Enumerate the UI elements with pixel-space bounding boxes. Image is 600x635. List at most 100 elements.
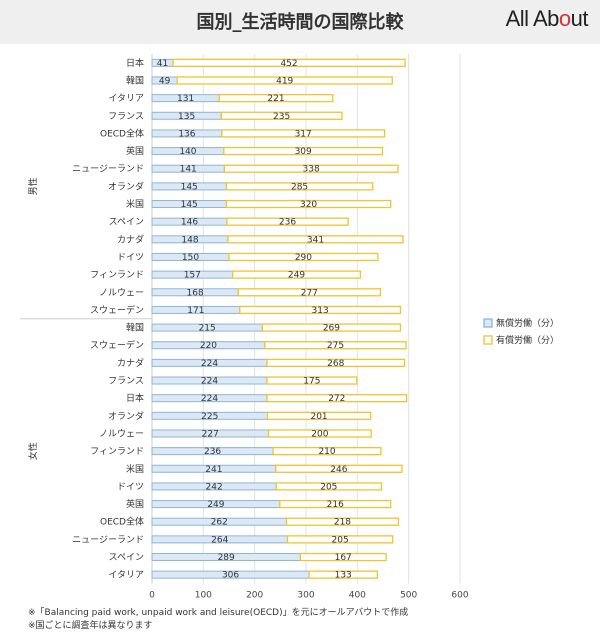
category-label: フィンランド — [90, 270, 144, 281]
category-label: スウェーデン — [90, 339, 144, 351]
value-label-unpaid: 135 — [178, 112, 195, 122]
value-label-unpaid: 306 — [222, 571, 239, 581]
category-label: 英国 — [126, 498, 144, 510]
value-label-unpaid: 168 — [187, 288, 204, 298]
value-label-paid: 205 — [320, 482, 337, 492]
category-label: フィンランド — [90, 446, 144, 457]
x-tick-label: 400 — [349, 591, 366, 601]
value-label-unpaid: 227 — [202, 429, 219, 439]
bar-paid — [279, 499, 392, 509]
value-label-paid: 320 — [300, 200, 317, 210]
bar-paid — [264, 341, 407, 350]
bar-paid — [275, 482, 383, 491]
value-label-unpaid: 150 — [182, 253, 199, 263]
value-label-paid: 313 — [312, 306, 329, 316]
value-label-paid: 275 — [327, 341, 344, 351]
value-label-unpaid: 145 — [181, 200, 198, 210]
value-label-unpaid: 171 — [187, 306, 204, 316]
value-label-paid: 309 — [295, 147, 312, 157]
value-label-unpaid: 141 — [180, 165, 197, 175]
group-label: 女性 — [27, 442, 39, 460]
category-label: イタリア — [108, 570, 144, 581]
bar-paid — [237, 288, 382, 297]
category-label: ノルウェー — [99, 287, 144, 298]
category-label: フランス — [108, 376, 144, 387]
value-label-unpaid: 145 — [181, 182, 198, 192]
bar-paid — [218, 93, 334, 103]
category-label: 日本 — [126, 392, 144, 404]
bar-paid — [261, 323, 402, 332]
value-label-paid: 221 — [267, 94, 284, 104]
bar-paid — [221, 129, 386, 138]
category-label: ドイツ — [117, 253, 144, 263]
bar-paid — [223, 164, 399, 173]
category-label: 韓国 — [126, 323, 144, 334]
value-label-unpaid: 146 — [181, 218, 198, 228]
value-label-paid: 201 — [310, 412, 327, 422]
value-label-paid: 216 — [327, 500, 344, 510]
category-label: 米国 — [126, 463, 144, 475]
legend-label: 無償労働（分） — [496, 317, 559, 329]
bar-paid — [266, 411, 372, 420]
value-label-unpaid: 264 — [211, 535, 228, 545]
bar-paid — [220, 111, 343, 120]
bar-paid — [272, 446, 382, 456]
value-label-unpaid: 140 — [179, 147, 196, 157]
value-label-unpaid: 224 — [201, 359, 218, 369]
value-label-paid: 133 — [335, 571, 352, 581]
value-label-paid: 338 — [303, 165, 320, 175]
category-label: OECD全体 — [100, 516, 144, 528]
bar-paid — [176, 76, 393, 85]
bar-paid — [227, 235, 404, 244]
value-label-paid: 268 — [327, 359, 344, 369]
bar-paid — [266, 358, 406, 368]
category-label: カナダ — [117, 233, 144, 245]
x-tick-label: 300 — [297, 591, 314, 601]
bar-paid — [299, 552, 387, 562]
category-label: ニュージーランド — [72, 534, 144, 545]
bar-paid — [286, 535, 394, 544]
value-label-unpaid: 157 — [184, 271, 201, 281]
value-label-paid: 290 — [295, 253, 312, 263]
legend-swatch — [483, 318, 493, 328]
x-tick-label: 200 — [246, 591, 263, 601]
footnote-source: ※「Balancing paid work, unpaid work and l… — [28, 608, 409, 618]
value-label-unpaid: 224 — [201, 377, 218, 387]
value-label-paid: 341 — [307, 235, 324, 245]
value-label-paid: 246 — [330, 465, 347, 475]
value-label-unpaid: 215 — [199, 324, 216, 334]
bar-paid — [275, 464, 403, 473]
value-label-unpaid: 224 — [201, 394, 218, 404]
value-label-unpaid: 242 — [206, 482, 223, 492]
bar-paid — [267, 429, 372, 438]
group-label: 男性 — [27, 177, 39, 195]
category-label: オランダ — [108, 410, 144, 422]
legend-label: 有償労働（分） — [496, 334, 559, 346]
category-label: フランス — [108, 111, 144, 122]
category-label: カナダ — [117, 357, 144, 369]
category-label: OECD全体 — [100, 127, 144, 139]
bar-paid — [231, 270, 362, 279]
x-tick-label: 600 — [451, 591, 468, 601]
value-label-unpaid: 289 — [218, 553, 235, 563]
category-label: 米国 — [126, 198, 144, 210]
value-label-paid: 272 — [328, 394, 345, 404]
value-label-paid: 285 — [291, 182, 308, 192]
bar-paid — [285, 517, 400, 526]
bar-paid — [266, 394, 408, 403]
legend-swatch — [483, 335, 493, 345]
category-label: 韓国 — [126, 75, 144, 86]
value-label-unpaid: 220 — [200, 341, 217, 351]
value-label-paid: 205 — [332, 535, 349, 545]
value-label-unpaid: 249 — [207, 500, 224, 510]
bar-paid — [225, 182, 374, 191]
bar-paid — [228, 252, 379, 262]
bar-paid — [172, 58, 406, 67]
value-label-paid: 452 — [280, 59, 297, 69]
header-bar: 国別_生活時間の国際比較 All About — [0, 0, 600, 44]
bar-paid — [225, 199, 392, 209]
value-label-unpaid: 41 — [157, 59, 168, 69]
value-label-unpaid: 136 — [178, 129, 195, 139]
category-label: スペイン — [109, 218, 144, 228]
x-tick-label: 0 — [149, 591, 155, 601]
